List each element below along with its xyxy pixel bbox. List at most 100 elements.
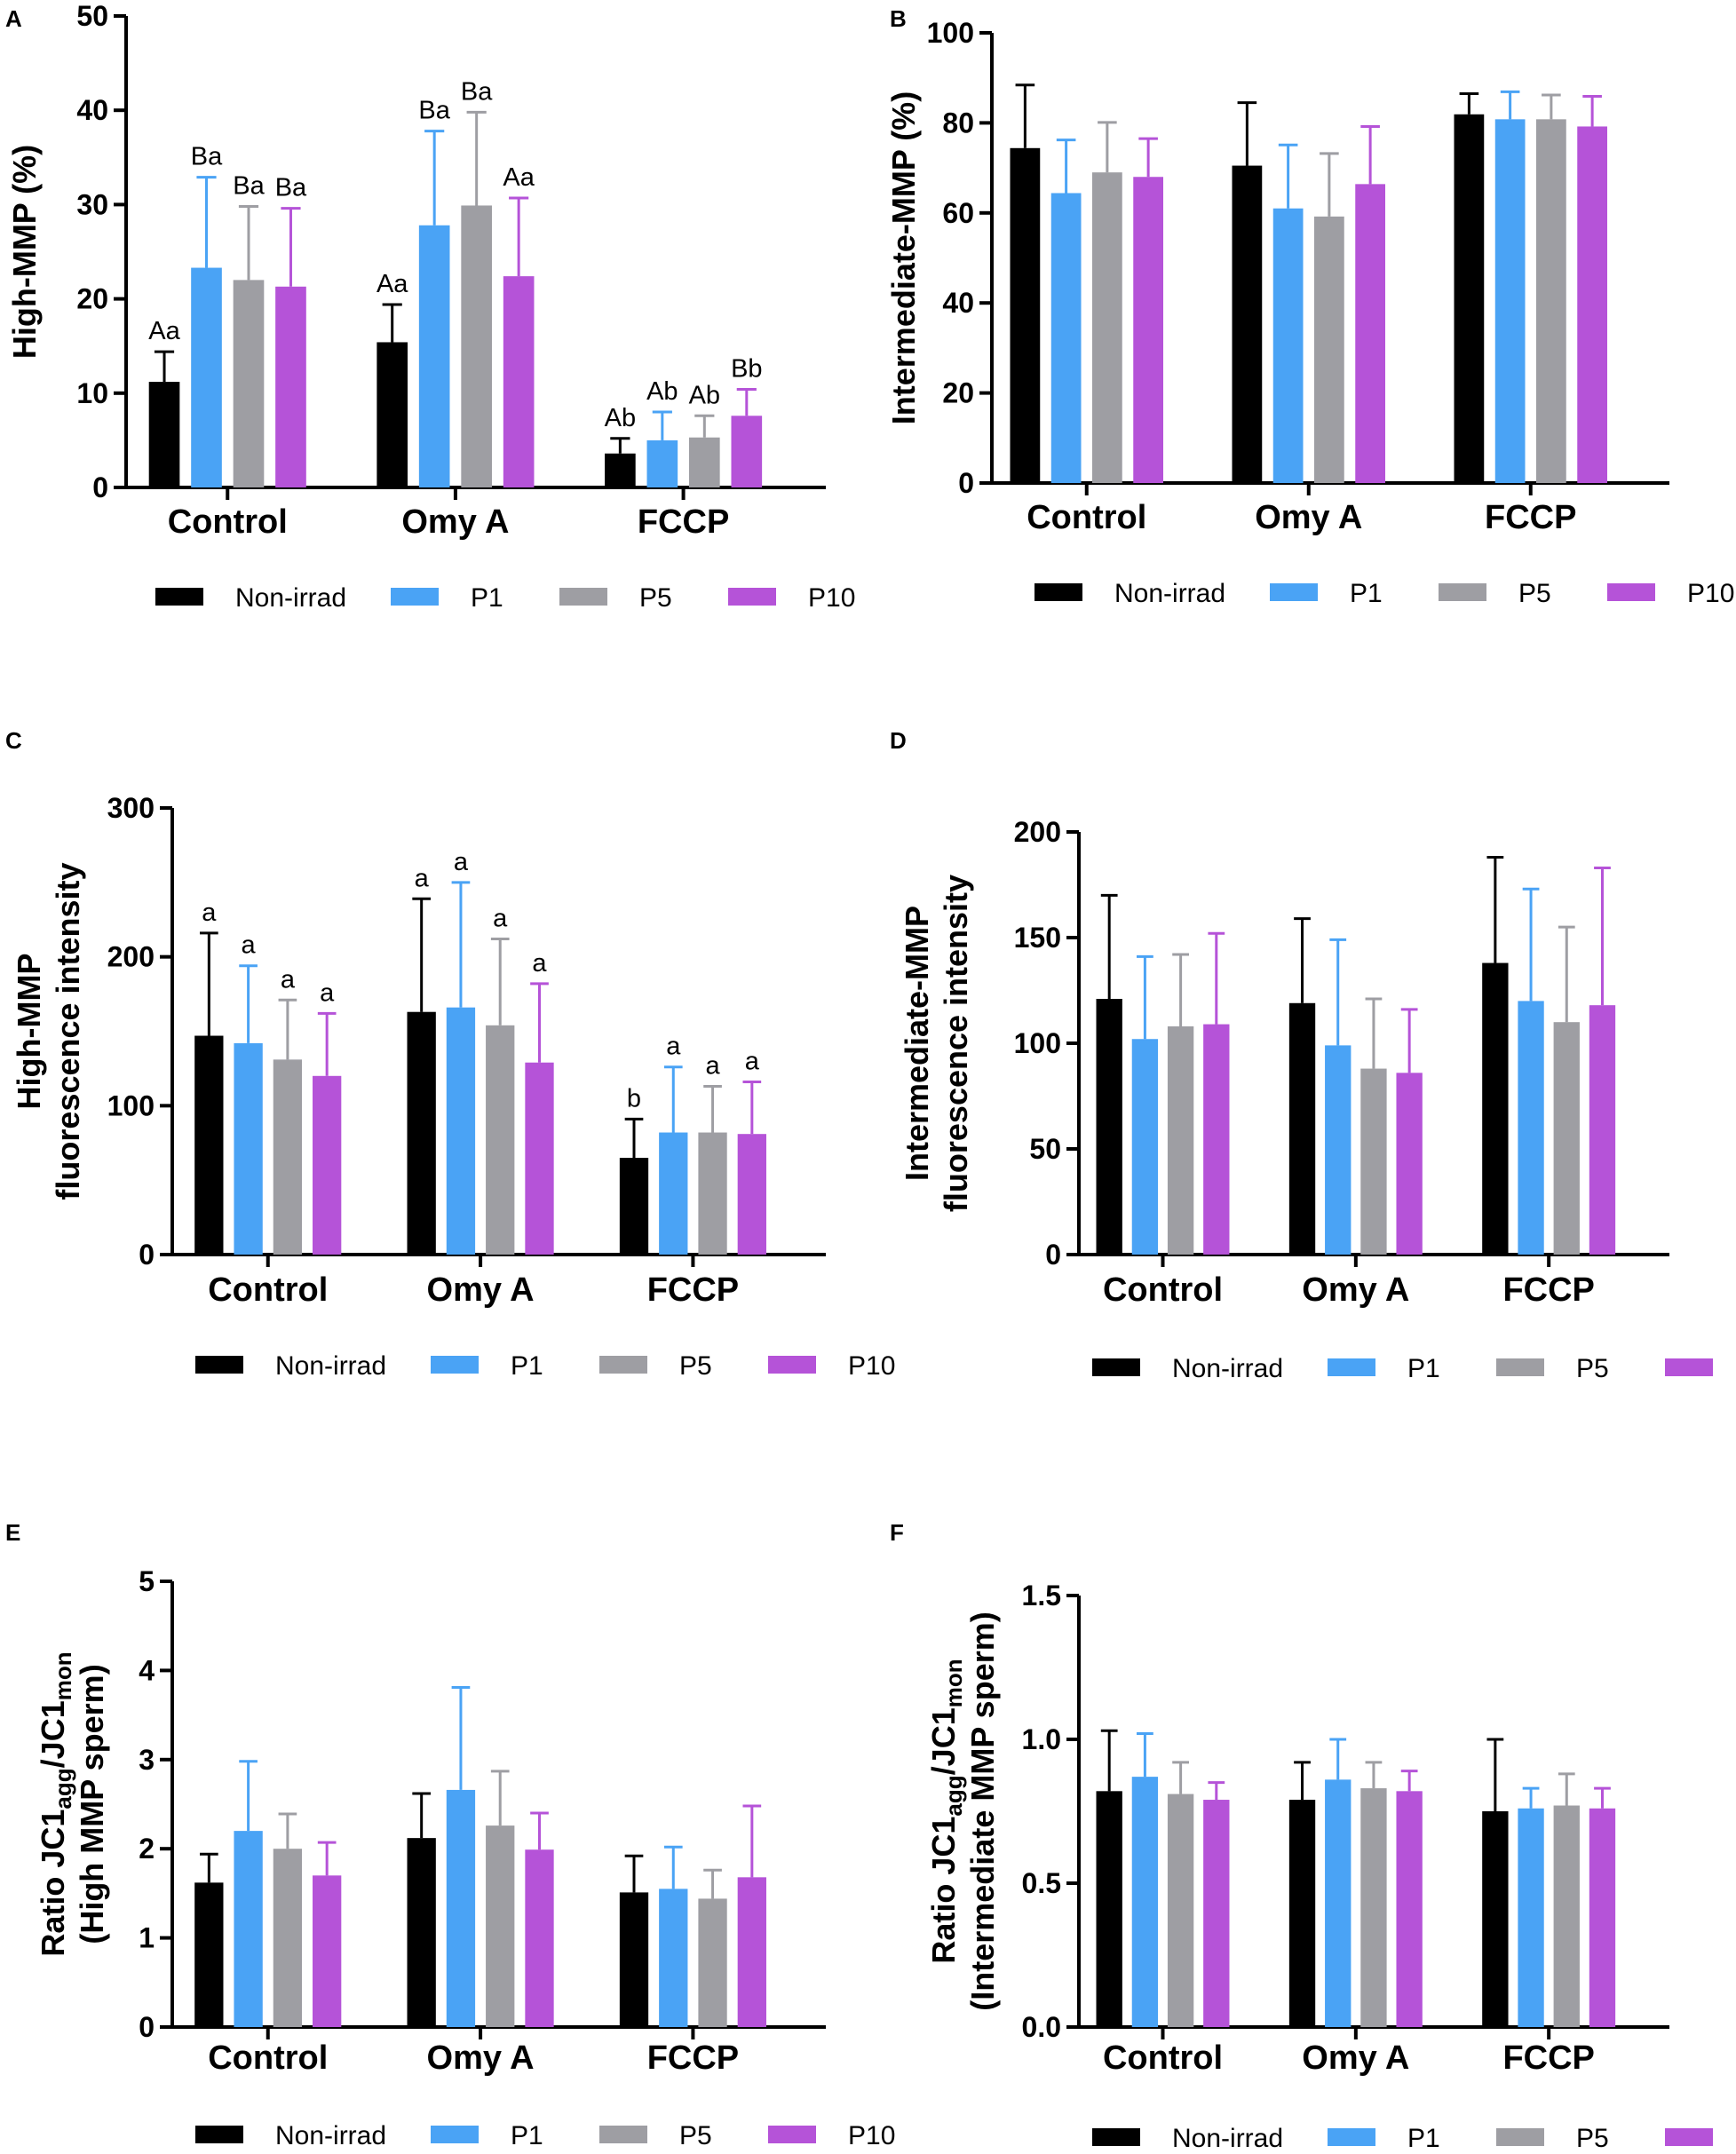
bar-non-irrad-control bbox=[148, 382, 180, 487]
bar-p10-omy-a bbox=[1396, 1791, 1423, 2027]
bar-p10-control bbox=[1203, 1800, 1230, 2027]
y-tick-label: 200 bbox=[107, 941, 155, 973]
bar-non-irrad-control bbox=[194, 1035, 224, 1255]
y-axis-title: High-MMP bbox=[11, 954, 47, 1110]
y-tick-label: 0 bbox=[139, 1239, 155, 1271]
significance-label: a bbox=[532, 949, 547, 978]
legend-swatch-p5 bbox=[599, 2126, 647, 2143]
legend-label-p10: P10 bbox=[848, 1351, 895, 1381]
bar-non-irrad-omy-a bbox=[1288, 1800, 1316, 2027]
bar-p1-omy-a bbox=[446, 1789, 476, 2027]
bar-p10-control bbox=[1133, 177, 1163, 484]
significance-label: Ab bbox=[605, 404, 636, 432]
legend-swatch-p1 bbox=[391, 588, 439, 606]
category-label-control: Control bbox=[1103, 1271, 1223, 1309]
bar-non-irrad-omy-a bbox=[407, 1011, 436, 1255]
y-axis-title: Ratio JC1agg/JC1mon bbox=[925, 1659, 967, 1963]
significance-label: b bbox=[627, 1084, 641, 1113]
panel-f: F 0.0 0.5 1.0 1.5 Control Omy A FCCP Ratio JC1ag… bbox=[890, 1519, 1713, 2153]
significance-label: a bbox=[666, 1033, 681, 1061]
legend-label-p5: P5 bbox=[679, 2121, 712, 2150]
legend-swatch-p5 bbox=[599, 1356, 647, 1374]
bar-non-irrad-omy-a bbox=[407, 1838, 436, 2027]
legend-label-p10: P10 bbox=[1687, 579, 1734, 608]
category-label-control: Control bbox=[208, 1271, 328, 1309]
significance-label: a bbox=[415, 864, 430, 892]
y-tick-label: 200 bbox=[1014, 816, 1061, 848]
legend-label-p1: P1 bbox=[471, 583, 503, 613]
legend-swatch-p1 bbox=[1328, 1358, 1375, 1376]
bar-non-irrad-fccp bbox=[1482, 1811, 1509, 2027]
y-tick-label: 3 bbox=[139, 1744, 155, 1776]
bar-non-irrad-omy-a bbox=[1232, 165, 1263, 483]
bar-p1-fccp bbox=[1494, 119, 1526, 483]
bar-p5-fccp bbox=[1553, 1022, 1580, 1255]
legend-label-non-irrad: Non-irrad bbox=[275, 1351, 386, 1381]
bar-p5-omy-a bbox=[1360, 1068, 1387, 1255]
bar-p1-fccp bbox=[1518, 1001, 1544, 1255]
y-tick-label: 5 bbox=[139, 1565, 155, 1597]
significance-label: a bbox=[320, 978, 335, 1007]
panel-d: D 0 50 100 150 200 Control Omy A FCCP Intermediat… bbox=[890, 727, 1713, 1383]
bar-p5-fccp bbox=[689, 437, 720, 487]
y-tick-label: 20 bbox=[942, 377, 974, 409]
legend-label-p1: P1 bbox=[1407, 2124, 1440, 2153]
bar-p5-control bbox=[1167, 1794, 1194, 2027]
panel-letter: C bbox=[5, 727, 22, 754]
y-tick-label: 20 bbox=[76, 283, 108, 315]
y-axis-title: (High MMP sperm) bbox=[74, 1664, 110, 1944]
legend-label-non-irrad: Non-irrad bbox=[1172, 2124, 1283, 2153]
legend-swatch-p1 bbox=[1270, 583, 1318, 601]
category-label-omy-a: Omy A bbox=[1302, 2039, 1409, 2077]
legend-label-non-irrad: Non-irrad bbox=[275, 2121, 386, 2150]
legend-swatch-non-irrad bbox=[1092, 2128, 1140, 2146]
y-tick-label: 100 bbox=[927, 17, 974, 49]
category-label-omy-a: Omy A bbox=[427, 1271, 535, 1309]
bar-p1-fccp bbox=[659, 1889, 688, 2027]
bar-p1-control bbox=[234, 1042, 263, 1255]
bar-p10-control bbox=[313, 1875, 342, 2027]
y-tick-label: 0 bbox=[92, 471, 108, 503]
y-axis-title: Intermediate-MMP bbox=[899, 906, 935, 1181]
legend-swatch-non-irrad bbox=[195, 2126, 243, 2143]
bar-p1-fccp bbox=[646, 440, 678, 487]
panel-letter: D bbox=[890, 727, 907, 754]
significance-label: Aa bbox=[503, 163, 535, 192]
significance-label: Bb bbox=[731, 355, 762, 384]
significance-label: a bbox=[454, 848, 469, 876]
y-tick-label: 0 bbox=[1045, 1239, 1061, 1271]
y-tick-label: 0 bbox=[958, 467, 974, 499]
significance-label: Aa bbox=[148, 317, 180, 345]
bar-p5-control bbox=[273, 1059, 303, 1255]
bar-p5-omy-a bbox=[1360, 1788, 1387, 2027]
y-tick-label: 60 bbox=[942, 197, 974, 229]
bar-p5-control bbox=[1092, 172, 1122, 484]
category-label-omy-a: Omy A bbox=[427, 2039, 535, 2077]
legend-swatch-p10 bbox=[1665, 2128, 1713, 2146]
bar-p1-omy-a bbox=[446, 1007, 476, 1255]
significance-label: Ab bbox=[689, 381, 720, 409]
y-axis-title: High-MMP (%) bbox=[6, 145, 43, 359]
legend-swatch-p5 bbox=[1496, 1358, 1544, 1376]
panel-e: E 0 1 2 3 4 5 Control Omy A FCCP Ratio JC1agg/JC1m… bbox=[5, 1519, 895, 2150]
bar-p10-control bbox=[313, 1075, 342, 1255]
y-tick-label: 100 bbox=[1014, 1027, 1061, 1059]
bar-p1-control bbox=[1131, 1777, 1159, 2027]
panel-letter: A bbox=[5, 5, 22, 32]
significance-label: Ba bbox=[275, 174, 307, 202]
bar-p5-fccp bbox=[698, 1898, 727, 2027]
legend-swatch-p5 bbox=[1496, 2128, 1544, 2146]
category-label-omy-a: Omy A bbox=[1255, 499, 1362, 536]
panel-a: A 0 10 20 30 40 50 Control Aa Ba Ba Ba Omy A Aa Ba Ba Aa… bbox=[5, 0, 855, 613]
bar-p1-omy-a bbox=[418, 225, 450, 488]
legend-swatch-p5 bbox=[1439, 583, 1486, 601]
bar-non-irrad-control bbox=[1010, 147, 1041, 484]
bar-p10-omy-a bbox=[503, 276, 535, 487]
bar-non-irrad-fccp bbox=[619, 1158, 649, 1255]
panel-letter: B bbox=[890, 5, 907, 32]
y-tick-label: 1.5 bbox=[1022, 1580, 1061, 1612]
